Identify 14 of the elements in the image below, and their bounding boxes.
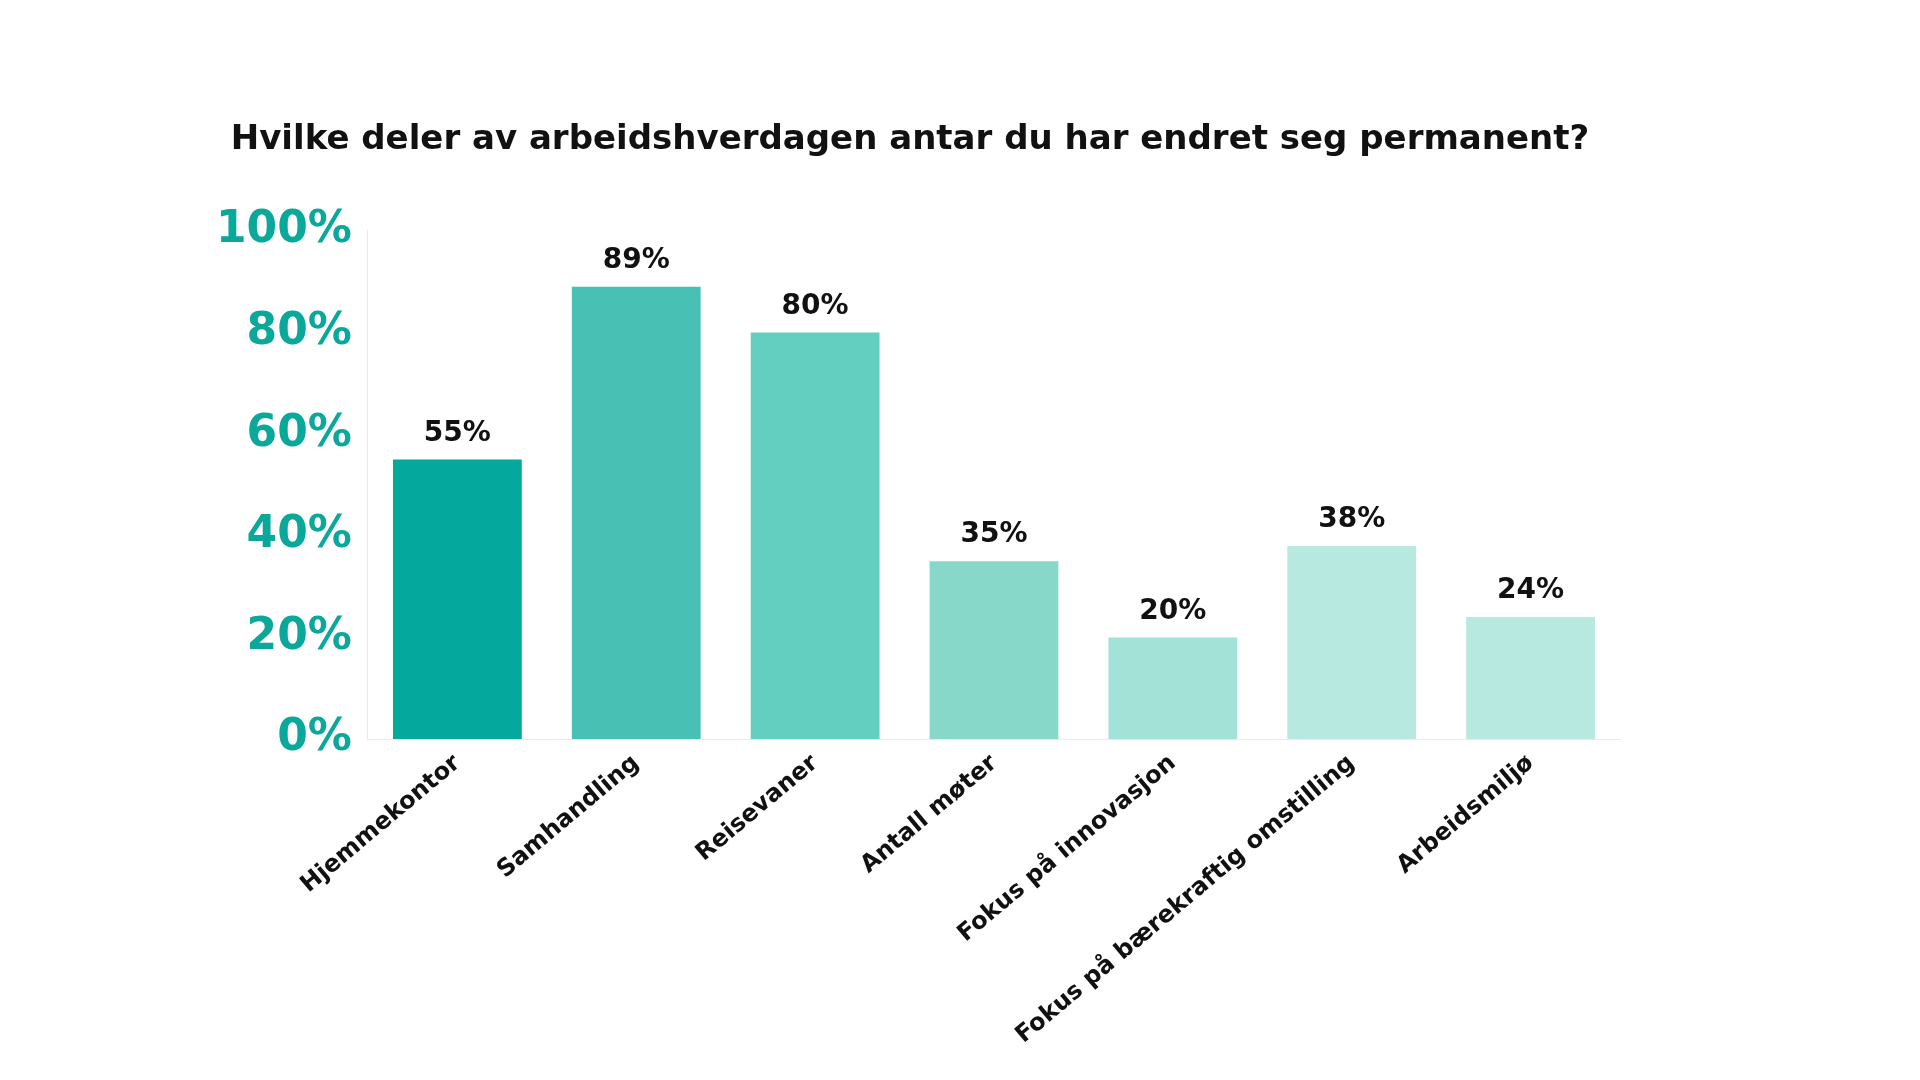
data-label: 89% [602, 241, 670, 275]
data-label: 24% [1497, 572, 1565, 606]
y-tick-label: 100% [215, 201, 352, 253]
y-tick-label: 20% [246, 607, 352, 659]
y-tick-label: 40% [246, 506, 352, 558]
data-label: 55% [423, 414, 491, 448]
data-label: 38% [1318, 501, 1386, 535]
y-tick-label: 80% [246, 302, 352, 354]
data-label: 35% [960, 516, 1028, 550]
y-tick-label: 0% [277, 709, 352, 761]
chart-title: Hvilke deler av arbeidshverdagen antar du har endret seg permanent? [230, 117, 1590, 158]
data-label: 80% [781, 287, 849, 321]
data-label: 20% [1139, 592, 1207, 626]
y-tick-label: 60% [246, 404, 352, 456]
